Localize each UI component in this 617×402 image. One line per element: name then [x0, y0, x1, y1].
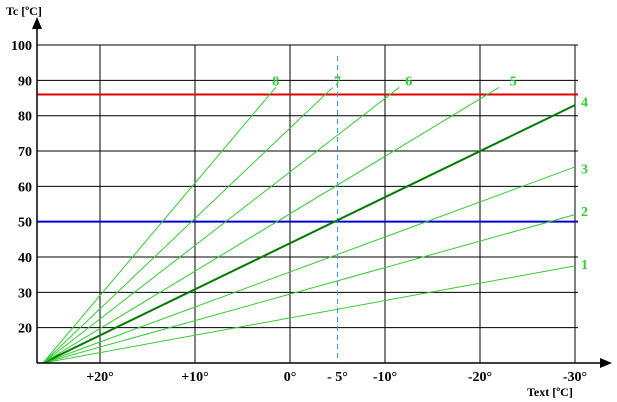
series-line-6 [42, 87, 400, 364]
series-line-1 [42, 265, 576, 364]
series-line-7 [42, 87, 334, 364]
x-axis-label: Text [ºC] [527, 385, 573, 399]
chart-text: 100 90 80 70 60 50 40 30 20 +20° +10° 0° - 5° -10° -20… [11, 39, 588, 385]
axes [32, 17, 612, 368]
curve-label: 5 [510, 74, 517, 89]
y-axis-arrow [32, 17, 42, 29]
grid [37, 44, 578, 363]
y-tick-label: 80 [18, 110, 32, 125]
curve-label: 8 [272, 74, 279, 89]
series-lines [42, 86, 576, 364]
y-tick-label: 30 [18, 286, 32, 301]
x-tick-label: +20° [86, 370, 114, 385]
y-tick-label: 90 [18, 74, 32, 89]
x-tick-label: -20° [468, 370, 492, 385]
x-axis-arrow [600, 358, 612, 368]
series-line-3 [42, 166, 576, 364]
y-tick-label: 40 [18, 251, 32, 266]
x-tick-label: +10° [181, 370, 209, 385]
y-tick-label: 50 [18, 216, 32, 231]
curve-label: 1 [581, 258, 588, 273]
curve-label: 7 [334, 74, 341, 89]
curve-label: 6 [405, 74, 412, 89]
x-tick-label: -10° [373, 370, 397, 385]
y-tick-label: 100 [11, 39, 32, 54]
series-line-4 [42, 104, 576, 364]
y-axis-label: Tc [ºC] [6, 4, 42, 18]
x-tick-label: 0° [284, 370, 297, 385]
x-tick-label: - 5° [327, 370, 348, 385]
y-tick-label: 70 [18, 145, 32, 160]
curve-label: 4 [581, 96, 588, 111]
curve-label: 2 [581, 205, 588, 220]
series-line-5 [42, 86, 500, 364]
y-tick-label: 60 [18, 180, 32, 195]
curve-label: 3 [581, 163, 588, 178]
x-tick-label: -30° [563, 370, 587, 385]
series-line-2 [42, 214, 576, 364]
series-line-8 [42, 87, 277, 364]
reference-lines [37, 56, 578, 363]
y-tick-label: 20 [18, 322, 32, 337]
